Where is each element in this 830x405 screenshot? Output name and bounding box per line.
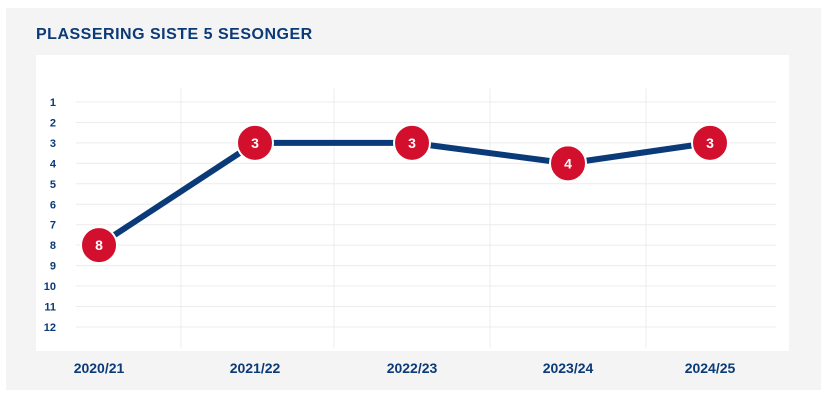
data-point-marker xyxy=(393,123,431,162)
x-tick-label: 2020/21 xyxy=(74,360,125,376)
data-point-marker xyxy=(691,123,729,162)
y-tick-label: 4 xyxy=(50,158,57,170)
x-tick-label: 2024/25 xyxy=(685,360,736,376)
chart-title: PLASSERING SISTE 5 SESONGER xyxy=(36,26,313,43)
data-point: 3 xyxy=(691,123,729,162)
data-point-marker xyxy=(80,226,118,265)
y-tick-label: 7 xyxy=(50,220,56,232)
data-point-label: 3 xyxy=(251,135,259,151)
y-tick-label: 2 xyxy=(50,117,56,129)
data-point-marker xyxy=(236,123,274,162)
data-point-label: 8 xyxy=(95,237,103,253)
x-tick-label: 2022/23 xyxy=(387,360,438,376)
y-tick-label: 1 xyxy=(50,97,56,109)
chart-card: PLASSERING SISTE 5 SESONGER 1 2 3 4 5 6 7 8 9 10 1… xyxy=(6,8,821,390)
y-tick-label: 10 xyxy=(44,281,56,293)
data-point: 3 xyxy=(393,123,431,162)
data-point: 8 xyxy=(80,226,118,265)
data-point-label: 4 xyxy=(564,155,572,171)
y-tick-label: 8 xyxy=(50,240,56,252)
y-tick-label: 6 xyxy=(50,199,56,211)
data-point-label: 3 xyxy=(706,135,714,151)
x-tick-label: 2023/24 xyxy=(543,360,594,376)
y-tick-label: 9 xyxy=(50,261,56,273)
data-point: 3 xyxy=(236,123,274,162)
data-point-label: 3 xyxy=(408,135,416,151)
y-tick-label: 3 xyxy=(50,138,56,150)
data-point-marker xyxy=(549,144,587,183)
data-point: 4 xyxy=(549,144,587,183)
x-tick-label: 2021/22 xyxy=(230,360,281,376)
y-tick-label: 5 xyxy=(50,179,56,191)
y-tick-label: 11 xyxy=(44,302,56,314)
y-tick-label: 12 xyxy=(44,322,56,334)
